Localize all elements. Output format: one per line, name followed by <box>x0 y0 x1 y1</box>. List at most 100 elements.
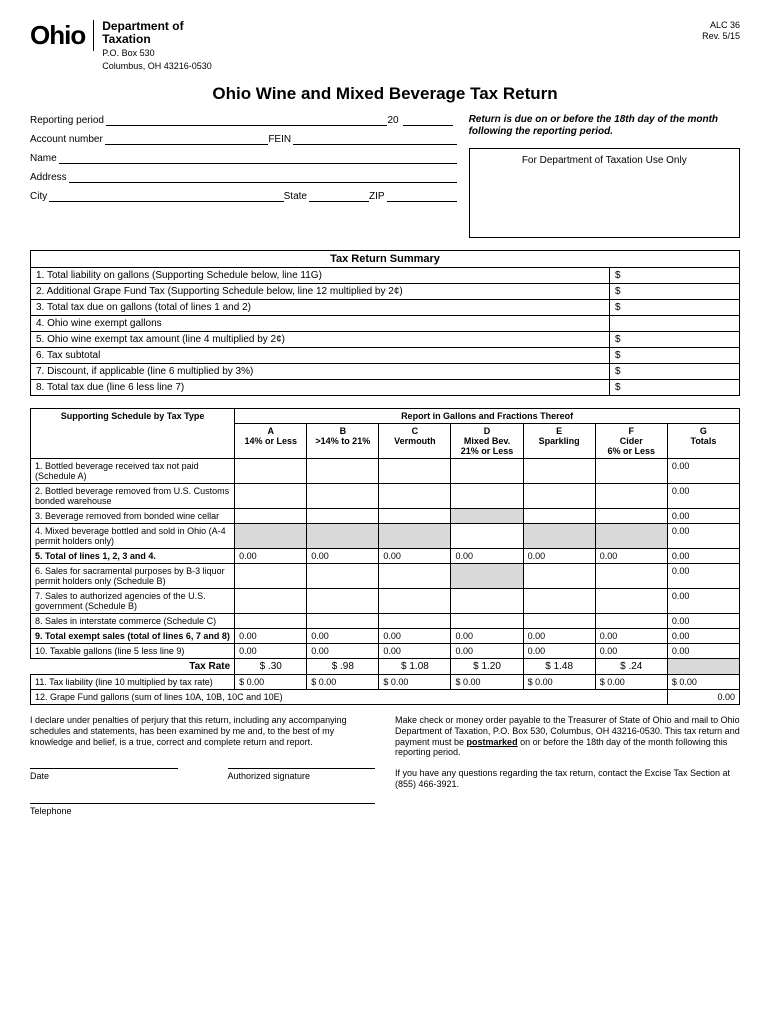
schedule-cell[interactable] <box>235 613 307 628</box>
schedule-cell[interactable] <box>307 523 379 548</box>
cityzip: Columbus, OH 43216-0530 <box>102 61 212 72</box>
summary-row: 3. Total tax due on gallons (total of li… <box>31 299 740 315</box>
schedule-cell[interactable]: 0.00 <box>235 548 307 563</box>
sig-input[interactable] <box>228 765 376 769</box>
schedule-cell[interactable] <box>523 563 595 588</box>
schedule-cell[interactable] <box>379 613 451 628</box>
schedule-cell[interactable] <box>523 483 595 508</box>
city-input[interactable] <box>49 190 283 202</box>
schedule-row: 1. Bottled beverage received tax not pai… <box>31 458 740 483</box>
schedule-cell[interactable] <box>451 613 523 628</box>
schedule-cell[interactable] <box>379 458 451 483</box>
schedule-cell[interactable]: 0.00 <box>595 548 667 563</box>
schedule-cell[interactable]: 0.00 <box>523 628 595 643</box>
schedule-cell[interactable]: 0.00 <box>595 643 667 658</box>
summary-amount[interactable] <box>610 315 740 331</box>
name-input[interactable] <box>59 152 457 164</box>
line11-row: 11. Tax liability (line 10 multiplied by… <box>31 674 740 689</box>
schedule-cell[interactable] <box>451 523 523 548</box>
zip-input[interactable] <box>387 190 457 202</box>
schedule-cell[interactable] <box>235 508 307 523</box>
line11-b[interactable]: $ 0.00 <box>307 674 379 689</box>
schedule-cell[interactable] <box>379 588 451 613</box>
form-id-block: ALC 36 Rev. 5/15 <box>702 20 740 42</box>
schedule-cell[interactable] <box>595 613 667 628</box>
schedule-cell[interactable]: 0.00 <box>379 643 451 658</box>
line11-d[interactable]: $ 0.00 <box>451 674 523 689</box>
reporting-input[interactable] <box>106 114 388 126</box>
schedule-cell[interactable] <box>307 508 379 523</box>
line11-c[interactable]: $ 0.00 <box>379 674 451 689</box>
schedule-cell[interactable]: 0.00 <box>451 628 523 643</box>
schedule-cell[interactable]: 0.00 <box>523 643 595 658</box>
schedule-cell[interactable] <box>379 523 451 548</box>
schedule-cell[interactable] <box>379 563 451 588</box>
schedule-cell[interactable] <box>595 588 667 613</box>
schedule-cell[interactable] <box>595 458 667 483</box>
schedule-cell[interactable] <box>235 458 307 483</box>
schedule-cell[interactable] <box>523 523 595 548</box>
schedule-cell[interactable] <box>595 508 667 523</box>
summary-amount[interactable]: $ <box>610 347 740 363</box>
line11-f[interactable]: $ 0.00 <box>595 674 667 689</box>
schedule-cell[interactable] <box>379 483 451 508</box>
address-input[interactable] <box>69 171 457 183</box>
schedule-cell[interactable] <box>235 483 307 508</box>
address-label: Address <box>30 172 67 183</box>
schedule-cell[interactable] <box>307 458 379 483</box>
schedule-cell[interactable] <box>451 563 523 588</box>
schedule-cell[interactable] <box>523 588 595 613</box>
summary-amount[interactable]: $ <box>610 331 740 347</box>
schedule-cell[interactable] <box>451 508 523 523</box>
schedule-cell[interactable]: 0.00 <box>451 643 523 658</box>
schedule-cell[interactable] <box>595 483 667 508</box>
summary-amount[interactable]: $ <box>610 267 740 283</box>
schedule-cell[interactable] <box>523 613 595 628</box>
schedule-cell[interactable]: 0.00 <box>307 548 379 563</box>
summary-amount[interactable]: $ <box>610 299 740 315</box>
summary-amount[interactable]: $ <box>610 283 740 299</box>
schedule-cell: 0.00 <box>667 458 739 483</box>
date-input[interactable] <box>30 765 178 769</box>
account-input[interactable] <box>105 133 268 145</box>
line11-e[interactable]: $ 0.00 <box>523 674 595 689</box>
rate-label: Tax Rate <box>31 658 235 674</box>
schedule-cell[interactable] <box>595 523 667 548</box>
schedule-cell[interactable] <box>523 508 595 523</box>
schedule-cell[interactable] <box>307 563 379 588</box>
schedule-cell[interactable] <box>451 588 523 613</box>
col-head: B>14% to 21% <box>307 423 379 458</box>
tel-input[interactable] <box>30 800 375 804</box>
schedule-cell[interactable]: 0.00 <box>379 628 451 643</box>
schedule-cell[interactable]: 0.00 <box>523 548 595 563</box>
schedule-desc: 10. Taxable gallons (line 5 less line 9) <box>31 643 235 658</box>
sig-line-1: Date Authorized signature <box>30 765 375 782</box>
schedule-cell[interactable] <box>379 508 451 523</box>
schedule-cell[interactable] <box>307 588 379 613</box>
summary-amount[interactable]: $ <box>610 363 740 379</box>
schedule-cell[interactable] <box>451 458 523 483</box>
schedule-cell[interactable]: 0.00 <box>307 643 379 658</box>
schedule-cell[interactable] <box>235 523 307 548</box>
schedule-cell[interactable]: 0.00 <box>451 548 523 563</box>
schedule-cell[interactable] <box>451 483 523 508</box>
summary-amount[interactable]: $ <box>610 379 740 395</box>
schedule-cell[interactable]: 0.00 <box>235 643 307 658</box>
schedule-cell[interactable] <box>523 458 595 483</box>
line11-a[interactable]: $ 0.00 <box>235 674 307 689</box>
form-rev: Rev. 5/15 <box>702 31 740 42</box>
schedule-cell[interactable] <box>307 613 379 628</box>
schedule-cell[interactable] <box>307 483 379 508</box>
schedule-cell[interactable]: 0.00 <box>379 548 451 563</box>
state-input[interactable] <box>309 190 369 202</box>
schedule-cell[interactable]: 0.00 <box>595 628 667 643</box>
schedule-cell[interactable] <box>235 563 307 588</box>
schedule-cell[interactable]: 0.00 <box>235 628 307 643</box>
year-input[interactable] <box>403 114 453 126</box>
schedule-cell[interactable]: 0.00 <box>307 628 379 643</box>
schedule-cell: 0.00 <box>667 613 739 628</box>
col-head: CVermouth <box>379 423 451 458</box>
schedule-cell[interactable] <box>595 563 667 588</box>
schedule-cell[interactable] <box>235 588 307 613</box>
fein-input[interactable] <box>293 133 456 145</box>
